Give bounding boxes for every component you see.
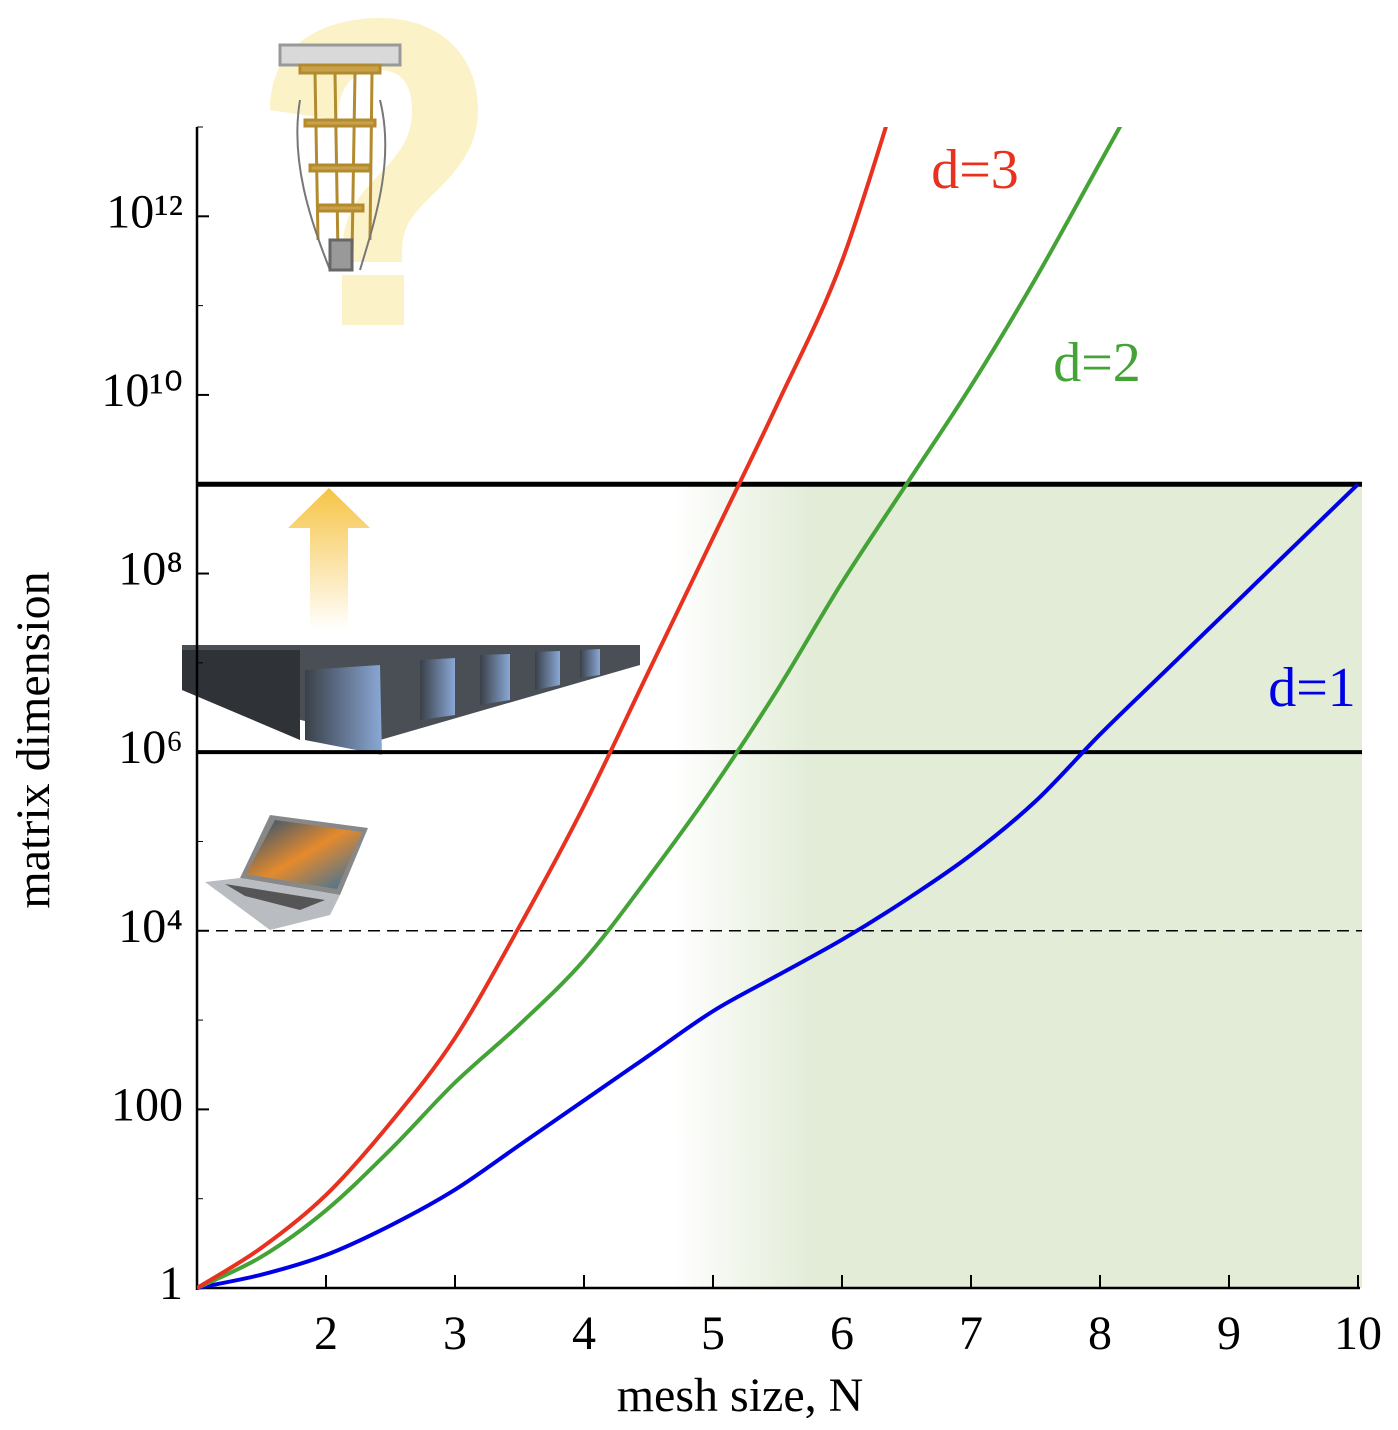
x-tick-label: 7: [959, 1307, 983, 1360]
y-tick-label: 10⁸: [118, 543, 183, 596]
x-tick-label: 2: [314, 1307, 338, 1360]
y-axis-title: matrix dimension: [7, 571, 60, 908]
y-tick-label: 10⁶: [118, 721, 183, 774]
y-tick-label: 10¹²: [106, 185, 183, 238]
series-line: [197, 127, 1123, 1290]
plot-layer: 1 100 10⁴ 10⁶ 10⁸ 10¹⁰ 10¹² 2 3 4 5 6 7 8 9 10 d=1 d=2 d=3: [101, 126, 1382, 1360]
series-line: [197, 482, 1360, 1290]
shaded-region: [674, 484, 1362, 1288]
x-tick-label: 10: [1334, 1307, 1382, 1360]
quantum-computer-icon: [278, 43, 402, 272]
plot-lines: [197, 127, 1360, 1290]
series-label: d=2: [1053, 332, 1141, 394]
supercomputer-icon: [182, 645, 640, 755]
x-axis-title: mesh size, N: [617, 1369, 864, 1422]
up-arrow-icon: [288, 488, 370, 630]
y-tick-label: 1: [159, 1257, 183, 1310]
series-line: [197, 127, 888, 1290]
series-label: d=1: [1268, 657, 1356, 719]
x-tick-label: 3: [443, 1307, 467, 1360]
y-tick-label: 100: [111, 1078, 183, 1131]
y-tick-label: 10¹⁰: [101, 364, 183, 417]
series-label: d=3: [931, 139, 1019, 201]
x-tick-label: 6: [830, 1307, 854, 1360]
x-tick-label: 5: [701, 1307, 725, 1360]
question-mark-icon: [270, 18, 478, 325]
plot-underlay: [674, 484, 1362, 1288]
x-tick-label: 9: [1217, 1307, 1241, 1360]
x-tick-label: 8: [1088, 1307, 1112, 1360]
x-tick-label: 4: [572, 1307, 596, 1360]
y-tick-label: 10⁴: [118, 900, 183, 953]
laptop-icon: [205, 815, 368, 930]
